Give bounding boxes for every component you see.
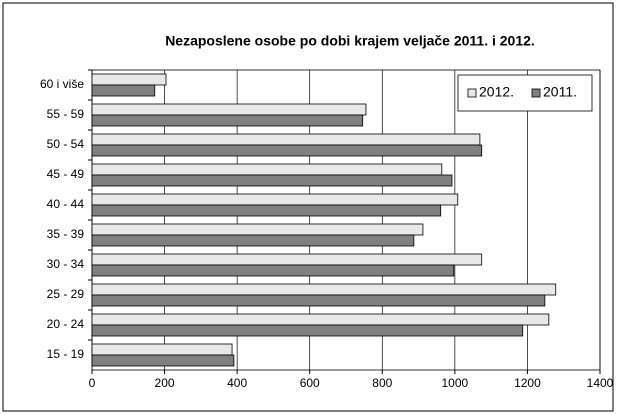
y-tick-label: 45 - 49 <box>47 167 85 181</box>
bar <box>91 264 455 277</box>
bar <box>91 253 483 266</box>
bar <box>91 133 481 146</box>
bar <box>91 343 233 356</box>
y-tick-label: 20 - 24 <box>47 317 85 331</box>
y-tick-label: 25 - 29 <box>47 287 85 301</box>
bar <box>91 223 424 236</box>
x-tick-label: 800 <box>372 376 392 390</box>
x-tick-label: 400 <box>227 376 247 390</box>
bar <box>91 354 235 367</box>
bar <box>91 294 546 307</box>
bar <box>91 144 483 157</box>
y-tick-label: 35 - 39 <box>47 227 85 241</box>
bar <box>91 103 367 116</box>
y-tick-label: 15 - 19 <box>47 347 85 361</box>
x-tick-label: 600 <box>300 376 320 390</box>
legend-label: 2011. <box>543 84 577 100</box>
x-tick-label: 200 <box>155 376 175 390</box>
x-tick-label: 1400 <box>587 376 614 390</box>
bar <box>91 193 459 206</box>
y-tick-label: 30 - 34 <box>47 257 85 271</box>
y-tick-label: 55 - 59 <box>47 107 85 121</box>
y-tick-label: 60 i više <box>40 77 84 91</box>
x-tick-label: 1200 <box>514 376 541 390</box>
bar <box>91 283 557 296</box>
legend-swatch <box>467 88 477 98</box>
y-tick-label: 50 - 54 <box>47 137 85 151</box>
legend-swatch <box>531 88 541 98</box>
x-tick-label: 0 <box>89 376 96 390</box>
bar <box>91 313 550 326</box>
bar <box>91 84 156 97</box>
chart-title: Nezaposlene osobe po dobi krajem veljače… <box>165 33 535 49</box>
bar <box>91 234 415 247</box>
legend-label: 2012. <box>479 84 514 100</box>
y-tick-label: 40 - 44 <box>47 197 85 211</box>
bar <box>91 174 453 187</box>
x-tick-label: 1000 <box>442 376 469 390</box>
bar <box>91 163 443 176</box>
legend-box <box>457 74 593 112</box>
bar <box>91 73 167 86</box>
bar <box>91 324 524 337</box>
bar <box>91 204 442 217</box>
bar <box>91 114 364 127</box>
